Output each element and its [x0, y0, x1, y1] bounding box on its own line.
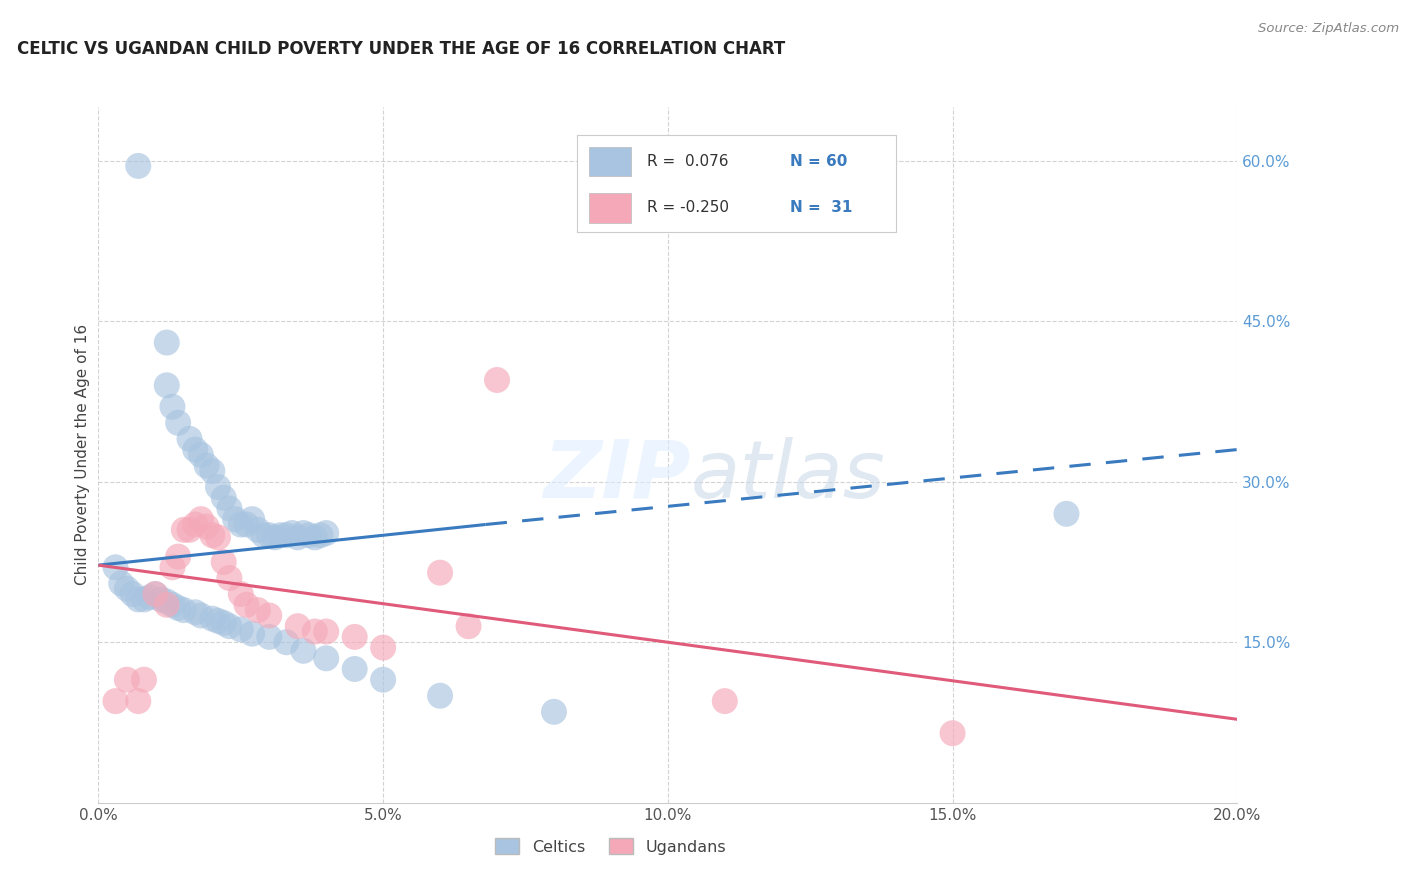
- Point: [229, 623, 252, 637]
- Point: [252, 528, 274, 542]
- Point: [259, 630, 281, 644]
- Point: [184, 605, 207, 619]
- Text: ZIP: ZIP: [543, 437, 690, 515]
- Point: [207, 480, 229, 494]
- Point: [179, 432, 201, 446]
- Point: [287, 530, 309, 544]
- Point: [167, 549, 190, 564]
- Point: [373, 673, 395, 687]
- Point: [281, 526, 304, 541]
- Point: [218, 501, 240, 516]
- Point: [276, 635, 298, 649]
- Point: [457, 619, 479, 633]
- Point: [292, 526, 315, 541]
- Point: [304, 624, 326, 639]
- Point: [179, 523, 201, 537]
- Point: [150, 592, 173, 607]
- Point: [156, 598, 179, 612]
- Point: [127, 159, 149, 173]
- Point: [304, 530, 326, 544]
- Point: [218, 619, 240, 633]
- Point: [259, 608, 281, 623]
- Point: [201, 612, 224, 626]
- Point: [132, 673, 155, 687]
- Point: [212, 491, 235, 505]
- Point: [104, 560, 127, 574]
- Legend: Celtics, Ugandans: Celtics, Ugandans: [489, 831, 733, 861]
- Point: [195, 458, 218, 473]
- Point: [429, 689, 451, 703]
- Point: [229, 587, 252, 601]
- Point: [229, 517, 252, 532]
- Point: [173, 603, 195, 617]
- Point: [235, 598, 257, 612]
- Text: atlas: atlas: [690, 437, 886, 515]
- Point: [287, 619, 309, 633]
- Point: [145, 587, 167, 601]
- Point: [195, 519, 218, 533]
- Point: [145, 587, 167, 601]
- Point: [207, 530, 229, 544]
- Point: [110, 576, 132, 591]
- Text: Source: ZipAtlas.com: Source: ZipAtlas.com: [1258, 22, 1399, 36]
- Y-axis label: Child Poverty Under the Age of 16: Child Poverty Under the Age of 16: [75, 325, 90, 585]
- Point: [714, 694, 737, 708]
- Point: [190, 448, 212, 462]
- Point: [207, 614, 229, 628]
- Point: [246, 523, 269, 537]
- Point: [132, 592, 155, 607]
- Point: [315, 651, 337, 665]
- Point: [173, 523, 195, 537]
- Point: [167, 416, 190, 430]
- Point: [224, 512, 246, 526]
- Point: [259, 528, 281, 542]
- Point: [218, 571, 240, 585]
- Point: [127, 592, 149, 607]
- Point: [156, 594, 179, 608]
- Text: CELTIC VS UGANDAN CHILD POVERTY UNDER THE AGE OF 16 CORRELATION CHART: CELTIC VS UGANDAN CHILD POVERTY UNDER TH…: [17, 40, 785, 58]
- Point: [486, 373, 509, 387]
- Point: [264, 530, 287, 544]
- Point: [212, 615, 235, 630]
- Point: [240, 626, 263, 640]
- Point: [162, 598, 184, 612]
- Point: [543, 705, 565, 719]
- Point: [240, 512, 263, 526]
- Point: [343, 630, 366, 644]
- Point: [156, 335, 179, 350]
- Point: [298, 528, 321, 542]
- Point: [246, 603, 269, 617]
- Point: [127, 694, 149, 708]
- Point: [309, 528, 332, 542]
- Point: [942, 726, 965, 740]
- Point: [315, 624, 337, 639]
- Point: [429, 566, 451, 580]
- Point: [270, 528, 292, 542]
- Point: [162, 400, 184, 414]
- Point: [343, 662, 366, 676]
- Point: [138, 591, 160, 605]
- Point: [373, 640, 395, 655]
- Point: [235, 517, 257, 532]
- Point: [201, 528, 224, 542]
- Point: [190, 512, 212, 526]
- Point: [276, 528, 298, 542]
- Point: [190, 608, 212, 623]
- Point: [292, 644, 315, 658]
- Point: [212, 555, 235, 569]
- Point: [162, 560, 184, 574]
- Point: [121, 587, 143, 601]
- Point: [167, 601, 190, 615]
- Point: [115, 673, 138, 687]
- Point: [315, 526, 337, 541]
- Point: [115, 582, 138, 596]
- Point: [201, 464, 224, 478]
- Point: [156, 378, 179, 392]
- Point: [184, 442, 207, 457]
- Point: [104, 694, 127, 708]
- Point: [184, 517, 207, 532]
- Point: [1056, 507, 1078, 521]
